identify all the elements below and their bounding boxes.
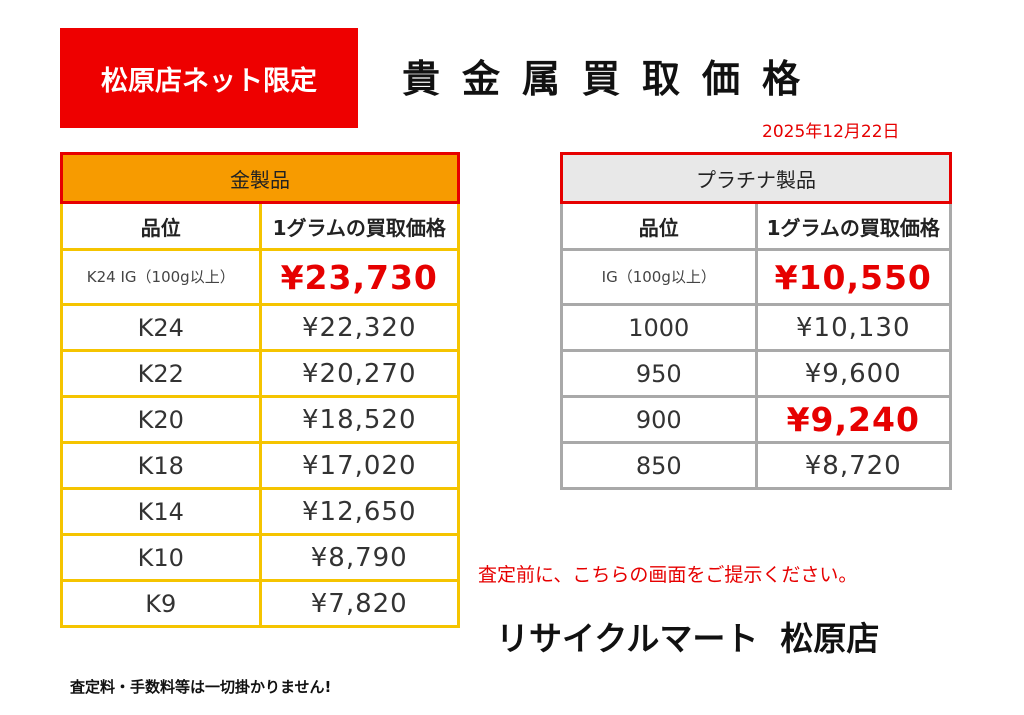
price-cell: ¥10,130	[754, 303, 952, 352]
gold-price-column-header: 1グラムの買取価格	[258, 201, 460, 251]
table-row: K24 IG（100g以上） ¥23,730	[60, 248, 460, 306]
store-limited-badge: 松原店ネット限定	[60, 28, 358, 128]
grade-cell: 850	[560, 441, 758, 490]
gold-price-table: 金製品 品位 1グラムの買取価格 K24 IG（100g以上） ¥23,730 …	[60, 152, 460, 628]
platinum-price-table: プラチナ製品 品位 1グラムの買取価格 IG（100g以上） ¥10,550 1…	[560, 152, 952, 490]
table-row: K14 ¥12,650	[60, 487, 460, 536]
table-row: 1000 ¥10,130	[560, 303, 952, 352]
price-cell: ¥7,820	[258, 579, 460, 628]
grade-cell: K20	[60, 395, 262, 444]
grade-cell: K24	[60, 303, 262, 352]
price-cell: ¥18,520	[258, 395, 460, 444]
grade-cell: K14	[60, 487, 262, 536]
page-title: 貴金属買取価格	[402, 57, 823, 101]
platinum-price-column-header: 1グラムの買取価格	[754, 201, 952, 251]
grade-cell: 900	[560, 395, 758, 444]
price-cell-highlight: ¥10,550	[754, 248, 952, 306]
price-cell-highlight: ¥9,240	[754, 395, 952, 444]
table-row: 950 ¥9,600	[560, 349, 952, 398]
table-row: K24 ¥22,320	[60, 303, 460, 352]
grade-cell: K10	[60, 533, 262, 582]
shop-name: リサイクルマート 松原店	[496, 612, 879, 660]
price-cell: ¥17,020	[258, 441, 460, 490]
price-cell: ¥9,600	[754, 349, 952, 398]
price-cell-highlight: ¥23,730	[258, 248, 460, 306]
price-cell: ¥12,650	[258, 487, 460, 536]
price-cell: ¥22,320	[258, 303, 460, 352]
present-screen-notice: 査定前に、こちらの画面をご提示ください。	[478, 564, 858, 586]
price-date: 2025年12月22日	[762, 122, 900, 142]
gold-table-header: 金製品	[60, 152, 460, 204]
grade-cell: K18	[60, 441, 262, 490]
platinum-grade-column-header: 品位	[560, 201, 758, 251]
table-row: K22 ¥20,270	[60, 349, 460, 398]
platinum-table-header: プラチナ製品	[560, 152, 952, 204]
table-row: 900 ¥9,240	[560, 395, 952, 444]
grade-cell: K24 IG（100g以上）	[60, 248, 262, 306]
grade-cell: K22	[60, 349, 262, 398]
grade-cell: K9	[60, 579, 262, 628]
gold-grade-column-header: 品位	[60, 201, 262, 251]
table-row: K18 ¥17,020	[60, 441, 460, 490]
table-row: K10 ¥8,790	[60, 533, 460, 582]
grade-cell: 950	[560, 349, 758, 398]
grade-cell: IG（100g以上）	[560, 248, 758, 306]
price-cell: ¥8,720	[754, 441, 952, 490]
shop-brand: リサイクルマート	[496, 619, 759, 658]
grade-cell: 1000	[560, 303, 758, 352]
no-fee-note: 査定料・手数料等は一切掛かりません!	[70, 678, 332, 696]
table-row: K20 ¥18,520	[60, 395, 460, 444]
price-cell: ¥20,270	[258, 349, 460, 398]
table-row: K9 ¥7,820	[60, 579, 460, 628]
table-row: 850 ¥8,720	[560, 441, 952, 490]
price-cell: ¥8,790	[258, 533, 460, 582]
table-row: IG（100g以上） ¥10,550	[560, 248, 952, 306]
shop-branch: 松原店	[780, 619, 880, 658]
